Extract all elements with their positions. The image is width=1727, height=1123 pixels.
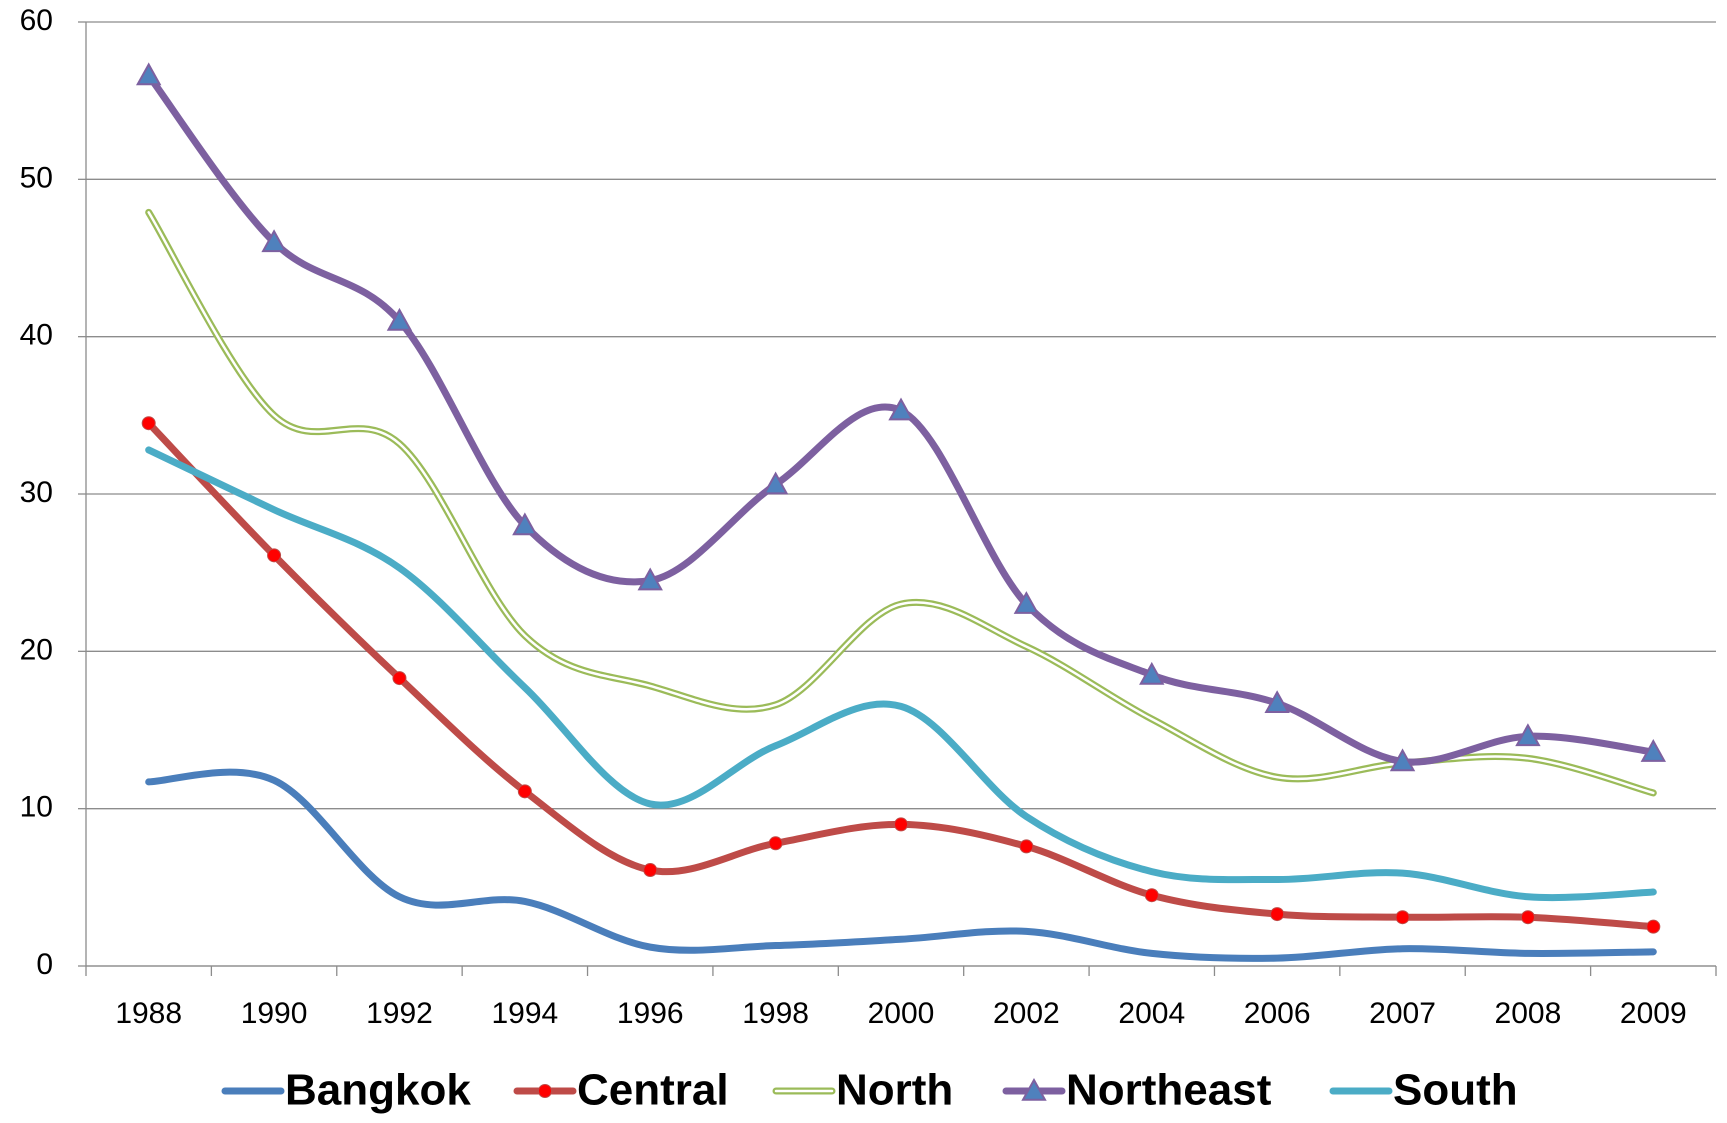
line	[145, 446, 1657, 902]
point	[1520, 910, 1535, 925]
point	[1139, 661, 1165, 685]
x-tick-label: 2002	[993, 997, 1060, 1030]
x-tick-label: 1998	[742, 997, 809, 1030]
x-tick-label: 2008	[1495, 997, 1562, 1030]
legend-label: Bangkok	[285, 1066, 471, 1115]
series	[141, 416, 1661, 934]
point	[637, 567, 663, 591]
x-tick-label: 2009	[1620, 997, 1687, 1030]
point	[768, 836, 783, 851]
point	[135, 62, 162, 86]
y-tick-label: 10	[20, 791, 53, 824]
x-tick-label: 2007	[1369, 997, 1436, 1030]
legend-marker	[538, 1084, 552, 1098]
legend-item: North	[772, 1066, 953, 1115]
point	[1640, 738, 1667, 762]
legend-marker	[1021, 1077, 1047, 1101]
line	[145, 768, 1657, 962]
y-tick-label: 20	[20, 633, 53, 666]
line-inner	[147, 211, 1655, 795]
x-tick-label: 2000	[868, 997, 935, 1030]
point	[141, 416, 156, 431]
x-tick-label: 2004	[1118, 997, 1185, 1030]
point	[1144, 888, 1159, 903]
series	[145, 208, 1657, 797]
x-tick-label: 1994	[491, 997, 558, 1030]
legend-label: North	[836, 1066, 953, 1115]
point	[1270, 907, 1285, 922]
point	[386, 307, 413, 331]
line	[145, 419, 1657, 931]
legend-item: Bangkok	[221, 1066, 471, 1115]
y-tick-label: 0	[36, 948, 53, 981]
point	[1264, 690, 1290, 714]
point	[392, 671, 407, 686]
point	[1395, 910, 1410, 925]
legend-item: Northeast	[1002, 1066, 1272, 1115]
x-tick-label: 1988	[115, 997, 182, 1030]
y-tick-label: 50	[20, 161, 53, 194]
x-tick-label: 1992	[366, 997, 433, 1030]
point	[888, 397, 914, 421]
point	[517, 784, 532, 799]
y-tick-label: 60	[20, 4, 53, 37]
series	[145, 446, 1657, 902]
legend-label: Northeast	[1066, 1066, 1272, 1115]
point	[261, 229, 287, 253]
point	[512, 512, 538, 536]
series	[145, 768, 1657, 962]
legend-item: Central	[513, 1066, 729, 1115]
point	[1019, 839, 1034, 854]
point	[1389, 748, 1416, 772]
legend-label: South	[1393, 1066, 1518, 1115]
point	[894, 817, 908, 832]
point	[643, 863, 658, 878]
point	[267, 548, 282, 563]
point	[762, 471, 789, 495]
x-tick-label: 2006	[1244, 997, 1311, 1030]
y-tick-label: 40	[20, 319, 53, 352]
series	[135, 62, 1667, 772]
point	[1515, 723, 1541, 747]
y-tick-label: 30	[20, 476, 53, 509]
x-tick-label: 1996	[617, 997, 684, 1030]
point	[1013, 591, 1040, 614]
point	[1646, 919, 1661, 934]
x-tick-label: 1990	[241, 997, 308, 1030]
legend-item: South	[1329, 1066, 1518, 1115]
legend-label: Central	[577, 1066, 729, 1115]
